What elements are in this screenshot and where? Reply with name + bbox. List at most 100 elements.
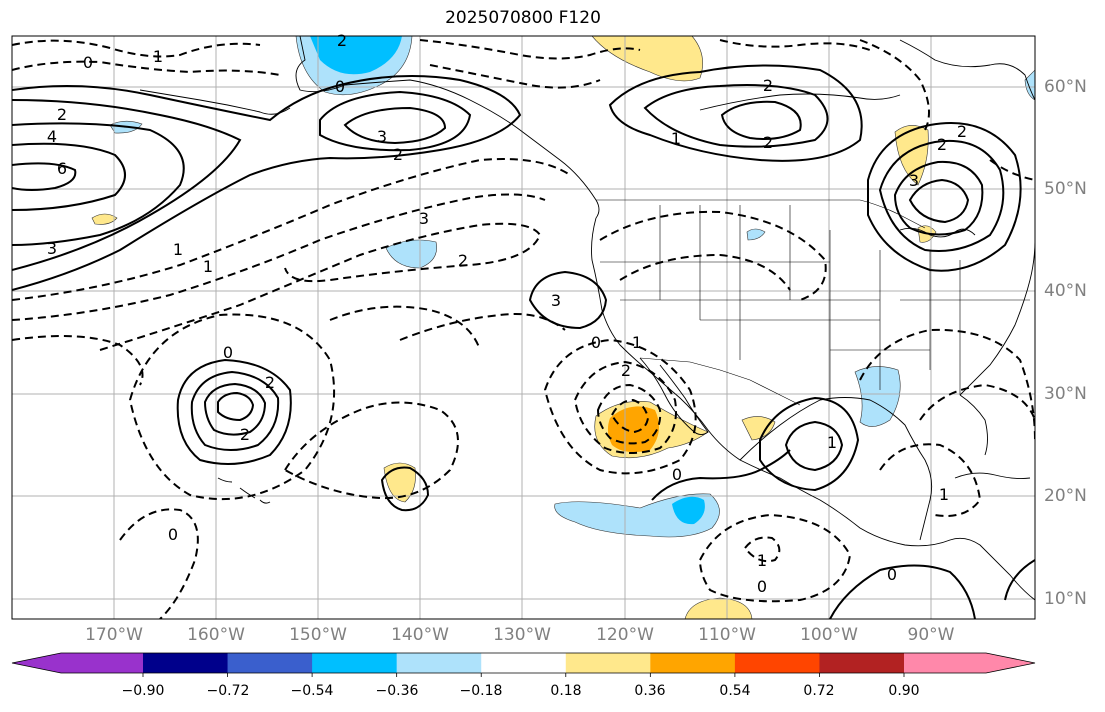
solid-contour-alaska-high-2	[343, 106, 447, 145]
border-state-lines-1	[659, 205, 831, 400]
coastline-florida	[959, 394, 988, 456]
solid-contour-lakes-high-3	[893, 160, 984, 236]
dashed-contour-east-pac-1	[399, 313, 566, 341]
dashed-contour-baja-4	[610, 398, 650, 434]
border-us-mexico	[639, 357, 801, 406]
dark-blue-shade-north-pacific	[310, 36, 402, 75]
contour-label-neg: 0	[757, 577, 767, 596]
contour-label-neg: 1	[203, 257, 213, 276]
contour-label-neg: 0	[887, 565, 897, 584]
colorbar-tick: 0.18	[550, 683, 582, 699]
colorbar-tick: −0.18	[459, 683, 503, 699]
contour-label-pos: 3	[551, 291, 561, 310]
dashed-contour-southeast-small	[743, 536, 781, 563]
colorbar-tick: −0.36	[375, 683, 419, 699]
solid-contour-canada-high-2	[643, 84, 829, 148]
coastline-east	[959, 239, 1035, 396]
solid-contour-band-1	[12, 75, 522, 291]
dashed-contour-baja-1	[543, 338, 697, 475]
blue-shade-great-plains	[746, 228, 766, 241]
colorbar-segment	[650, 653, 736, 673]
contour-label-neg: 2	[621, 361, 631, 380]
colorbar-tick: −0.90	[121, 683, 165, 699]
contour-label-neg: 0	[672, 465, 682, 484]
contour-label-pos: 6	[57, 159, 67, 178]
colorbar-extend-high	[986, 653, 1035, 673]
solid-contour-mexico-line	[651, 449, 791, 501]
contour-labels-negative: 1 0 2 0 3 2 1 0 2 0 1 0 0 1 0 1 2 0	[83, 31, 949, 596]
colorbar-segment	[61, 653, 144, 673]
yellow-shade-south	[684, 597, 753, 619]
dashed-contour-north-arc	[859, 39, 930, 131]
colorbar-tick: 0.72	[803, 683, 835, 699]
solid-contour-southeast-arc	[1004, 559, 1035, 601]
contour-label-neg: 3	[419, 209, 429, 228]
yellow-shade-texas	[741, 416, 776, 441]
map-frame	[11, 35, 1036, 620]
yellow-shade-west-pacific	[91, 213, 118, 225]
contour-label-neg: 1	[757, 551, 767, 570]
colorbar-tick: 0.54	[719, 683, 751, 699]
border-state-lines-2	[600, 261, 930, 351]
colorbar-tick: 0.90	[888, 683, 920, 699]
dashed-contour-hawaii-2	[283, 401, 459, 500]
colorbar-extend-low	[12, 653, 61, 673]
lon-label-120w: 120°W	[596, 625, 654, 645]
solid-contour-lakes-high-1	[867, 122, 1022, 272]
colorbar-segment	[565, 653, 651, 673]
contour-label-pos: 2	[393, 145, 403, 164]
lat-label-60n: 60°N	[1044, 77, 1087, 97]
colorbar-segment	[734, 653, 820, 673]
colorbar-segment	[312, 653, 398, 673]
solid-contour-hawaii-high-4	[217, 391, 255, 422]
contour-label-neg: 0	[591, 333, 601, 352]
lat-label-40n: 40°N	[1044, 281, 1087, 301]
lon-label-100w: 100°W	[800, 625, 858, 645]
colorbar-segment	[227, 653, 313, 673]
coastline-cuba	[954, 472, 1031, 480]
solid-contour-band-4	[12, 142, 126, 211]
dashed-contour-southwest	[119, 508, 199, 619]
contour-labels-positive: 2 4 6 3 1 3 2 2 1 2 3 2 1 2 3 2	[47, 76, 967, 452]
solid-contour-band-2	[12, 99, 242, 271]
lon-label-110w: 110°W	[698, 625, 756, 645]
dashed-contour-bering-2	[429, 64, 601, 89]
dashed-contour-baja-3	[596, 383, 662, 445]
shaded-field-layer	[91, 36, 1035, 619]
lon-label-160w: 160°W	[187, 625, 245, 645]
dashed-contour-southeast	[698, 513, 852, 603]
coastline-hawaii	[217, 477, 271, 504]
colorbar-tick: −0.72	[206, 683, 250, 699]
solid-contour-texas-cell-1	[759, 396, 860, 492]
solid-contour-alaska-high-1	[319, 90, 472, 152]
contour-label-neg: 1	[939, 485, 949, 504]
solid-contour-hawaii-high-1	[176, 358, 292, 465]
contour-label-pos: 3	[377, 127, 387, 146]
dashed-contour-north-2	[12, 60, 281, 76]
dashed-contour-north-1	[12, 39, 261, 58]
coastline-hudson-bay	[899, 39, 1035, 101]
dashed-contour-mid-3	[99, 222, 542, 351]
lon-label-130w: 130°W	[493, 625, 551, 645]
lat-label-50n: 50°N	[1044, 179, 1087, 199]
colorbar-segment	[819, 653, 905, 673]
contour-label-pos: 2	[937, 135, 947, 154]
solid-contour-south-arc	[829, 564, 976, 619]
solid-contour-canada-high-3	[720, 100, 802, 140]
lon-label-90w: 90°W	[907, 625, 955, 645]
contour-label-neg: 2	[458, 251, 468, 270]
dashed-contour-hawaii-3	[329, 305, 481, 351]
dashed-contour-north-east	[719, 39, 871, 51]
solid-contour-lakes-high-4	[908, 178, 970, 224]
solid-contour-offshore-cell	[528, 270, 608, 330]
dashed-contour-gulf-3	[879, 443, 982, 517]
dark-blue-shade-east-pacific	[672, 496, 705, 525]
dashed-contour-central-us-2	[619, 253, 791, 291]
dashed-contours	[12, 39, 1035, 619]
dashed-contour-bering-1	[419, 39, 641, 60]
contour-label-neg: 0	[168, 525, 178, 544]
colorbar-tick: 0.36	[634, 683, 666, 699]
yellow-shade-bering-east	[591, 36, 703, 82]
solid-contours	[12, 64, 1035, 619]
